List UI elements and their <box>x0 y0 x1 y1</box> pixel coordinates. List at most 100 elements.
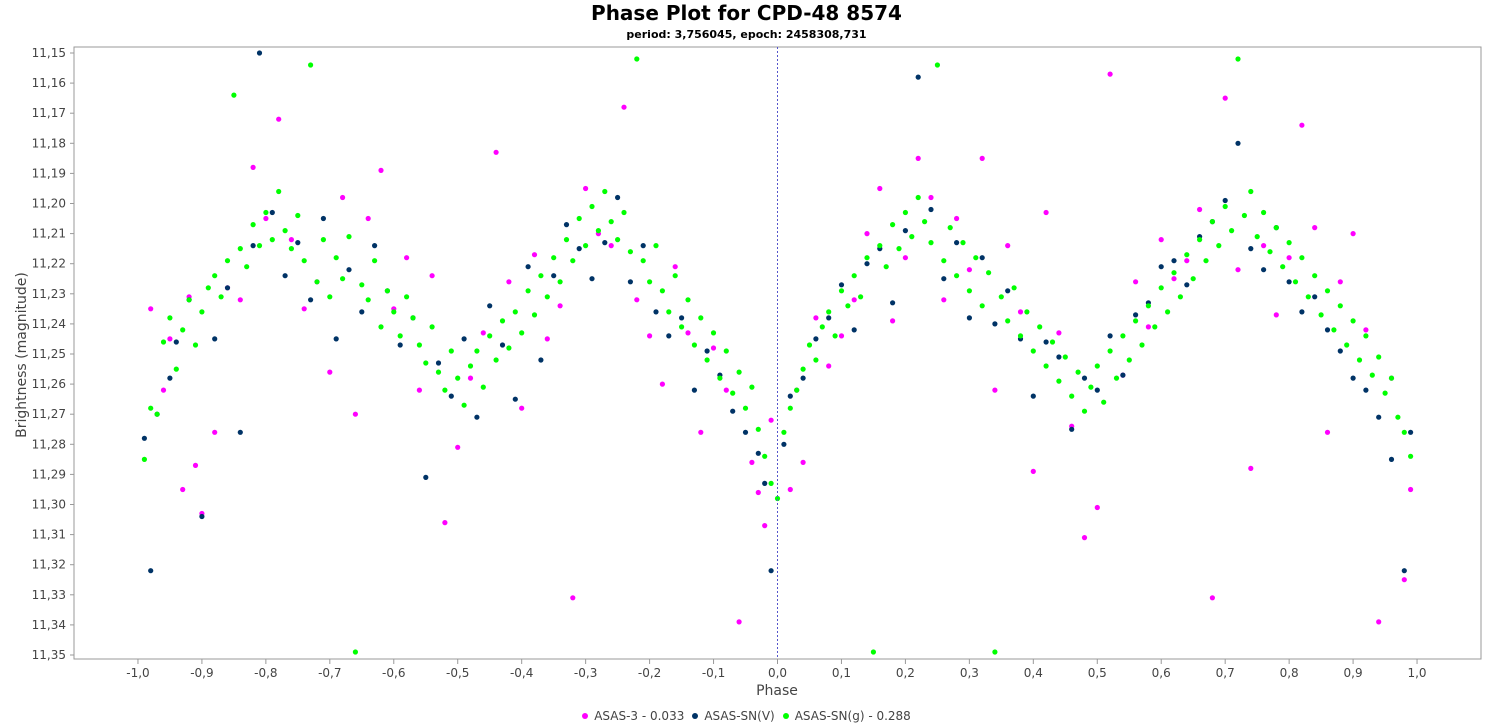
data-point-series-2 <box>576 215 582 222</box>
data-point-series-0 <box>1222 95 1228 101</box>
data-point-series-0 <box>755 489 761 496</box>
data-point-series-2 <box>723 348 729 354</box>
data-point-series-1 <box>941 276 947 282</box>
data-point-series-0 <box>276 116 282 122</box>
data-point-series-2 <box>909 234 915 240</box>
data-point-series-2 <box>768 480 774 486</box>
data-point-series-0 <box>928 194 934 201</box>
data-point-series-2 <box>1005 318 1011 324</box>
data-point-series-2 <box>141 456 147 462</box>
data-point-series-2 <box>557 279 563 285</box>
data-point-series-2 <box>224 258 231 264</box>
data-point-series-0 <box>954 215 960 222</box>
data-point-series-2 <box>742 405 749 411</box>
data-point-series-2 <box>199 309 205 315</box>
data-point-series-2 <box>627 249 634 255</box>
data-point-series-0 <box>455 444 461 450</box>
data-point-series-2 <box>941 258 947 264</box>
data-point-series-2 <box>340 276 346 282</box>
data-point-series-2 <box>320 237 326 243</box>
data-point-series-0 <box>544 336 550 342</box>
data-point-series-2 <box>1152 324 1158 330</box>
x-tick-label: 0,5 <box>1088 666 1107 680</box>
data-point-series-1 <box>602 240 608 246</box>
data-point-series-2 <box>1350 318 1356 324</box>
legend-item: ASAS-SN(g) - 0.288 <box>782 709 911 723</box>
ticks-layer: -1,0 -0,9 -0,8 -0,7 -0,6 -0,5 -0,4 -0,3 -0,2 -0,1… <box>32 46 1427 680</box>
data-point-series-1 <box>679 315 685 321</box>
data-point-series-0 <box>365 215 371 222</box>
data-point-series-1 <box>768 568 774 574</box>
data-point-series-2 <box>621 209 627 216</box>
data-point-series-2 <box>173 366 179 372</box>
data-point-series-2 <box>160 339 167 345</box>
data-point-series-2 <box>333 255 339 261</box>
x-tick-label: -0,9 <box>190 666 213 680</box>
data-point-series-2 <box>685 297 691 303</box>
data-point-series-1 <box>333 336 339 342</box>
data-point-series-0 <box>180 486 186 493</box>
y-tick-label: 11,26 <box>32 377 66 391</box>
data-point-series-2 <box>1376 354 1382 360</box>
legend-marker <box>782 712 789 719</box>
data-point-series-2 <box>710 330 717 336</box>
data-point-series-2 <box>1235 56 1241 62</box>
data-point-series-0 <box>672 264 678 270</box>
data-point-series-0 <box>480 330 486 336</box>
x-tick-label: -0,3 <box>574 666 597 680</box>
data-point-series-0 <box>621 104 627 110</box>
data-point-series-2 <box>1011 285 1017 291</box>
data-point-series-2 <box>986 270 992 276</box>
data-point-series-2 <box>365 297 371 303</box>
data-point-series-2 <box>442 387 448 393</box>
data-point-series-2 <box>826 309 832 315</box>
data-point-series-0 <box>915 155 921 161</box>
data-point-series-2 <box>1337 303 1343 309</box>
data-point-series-2 <box>1133 318 1139 324</box>
data-point-series-1 <box>148 568 154 574</box>
data-point-series-0 <box>519 405 525 411</box>
data-point-series-0 <box>877 185 883 192</box>
data-point-series-2 <box>359 282 365 288</box>
y-tick-label: 11,27 <box>32 407 66 421</box>
y-tick-label: 11,23 <box>32 287 66 301</box>
data-point-series-2 <box>634 56 640 62</box>
data-point-series-2 <box>819 324 825 330</box>
data-point-series-0 <box>800 459 806 465</box>
data-point-series-1 <box>589 276 595 282</box>
data-point-series-2 <box>704 357 710 363</box>
data-point-series-0 <box>429 273 435 279</box>
x-tick-label: 0,1 <box>832 666 851 680</box>
data-point-series-2 <box>583 243 589 249</box>
data-point-series-1 <box>1261 267 1267 273</box>
data-point-series-2 <box>934 62 941 68</box>
data-point-series-2 <box>1280 264 1286 270</box>
data-point-series-2 <box>589 203 595 210</box>
legend-label: ASAS-SN(V) <box>704 709 775 723</box>
data-point-series-2 <box>410 315 416 321</box>
data-point-series-1 <box>1081 375 1088 381</box>
data-point-series-2 <box>595 228 602 234</box>
data-point-series-2 <box>570 258 576 264</box>
data-point-series-1 <box>423 474 429 480</box>
x-tick-label: 0,2 <box>896 666 915 680</box>
data-point-series-1 <box>320 215 326 222</box>
data-point-series-2 <box>851 273 857 279</box>
legend-item: ASAS-3 - 0.033 <box>582 709 684 723</box>
data-point-series-1 <box>704 348 710 354</box>
data-point-series-1 <box>1030 393 1036 399</box>
chart-subtitle: period: 3,756045, epoch: 2458308,731 <box>626 28 867 41</box>
data-point-series-1 <box>653 309 659 315</box>
data-point-series-2 <box>1165 309 1171 315</box>
data-point-series-1 <box>1235 140 1241 146</box>
data-point-series-2 <box>1241 212 1247 219</box>
data-point-series-2 <box>1158 285 1164 291</box>
data-point-series-2 <box>998 294 1004 300</box>
data-point-series-2 <box>1216 243 1222 249</box>
data-point-series-2 <box>973 255 979 261</box>
data-point-series-2 <box>1056 378 1062 384</box>
data-point-series-2 <box>1267 249 1273 255</box>
data-point-series-2 <box>1120 333 1126 339</box>
data-point-series-2 <box>602 188 608 195</box>
data-point-series-0 <box>160 387 167 393</box>
